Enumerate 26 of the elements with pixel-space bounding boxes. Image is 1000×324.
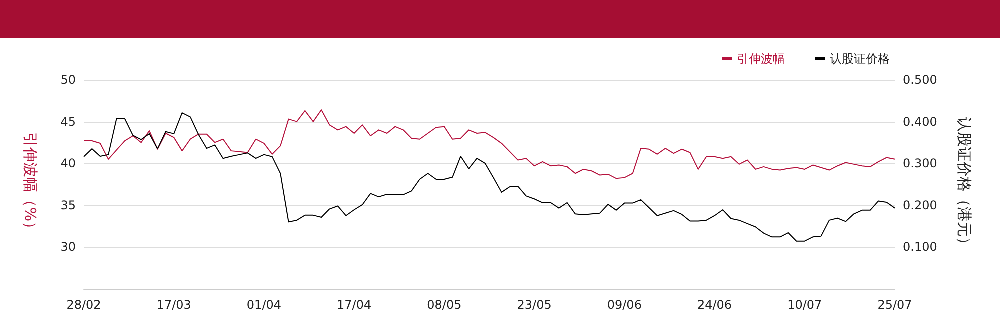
y2-axis-title: 认股证价格（港元） (956, 117, 974, 252)
x-tick-label: 01/04 (246, 298, 282, 312)
y-tick-label: 30 (60, 240, 76, 254)
x-tick-label: 24/06 (697, 298, 732, 312)
x-tick-label: 25/07 (878, 298, 912, 312)
x-tick-label: 09/06 (607, 298, 642, 312)
line-series (84, 110, 896, 180)
line-series (84, 112, 896, 242)
legend-label: 认股证价格 (830, 52, 890, 66)
x-tick-label: 23/05 (517, 298, 552, 312)
legend-label: 引伸波幅 (737, 52, 785, 66)
x-tick-label: 17/03 (156, 298, 192, 312)
x-tick-label: 28/02 (66, 298, 102, 312)
y-tick-label: 35 (60, 198, 76, 212)
x-tick-label: 17/04 (337, 298, 372, 312)
y2-tick-label: 0.500 (903, 73, 938, 87)
y-tick-label: 40 (60, 156, 76, 171)
y2-tick-label: 0.200 (903, 198, 938, 212)
y-axis-title: 引伸波幅（%） (22, 132, 40, 237)
y2-tick-label: 0.100 (903, 240, 938, 254)
x-tick-label: 10/07 (788, 298, 822, 312)
x-tick-label: 08/05 (427, 298, 462, 312)
y-tick-label: 45 (60, 114, 76, 129)
y2-tick-label: 0.400 (903, 114, 938, 129)
y-tick-label: 50 (60, 73, 76, 87)
y2-tick-label: 0.300 (903, 156, 938, 171)
